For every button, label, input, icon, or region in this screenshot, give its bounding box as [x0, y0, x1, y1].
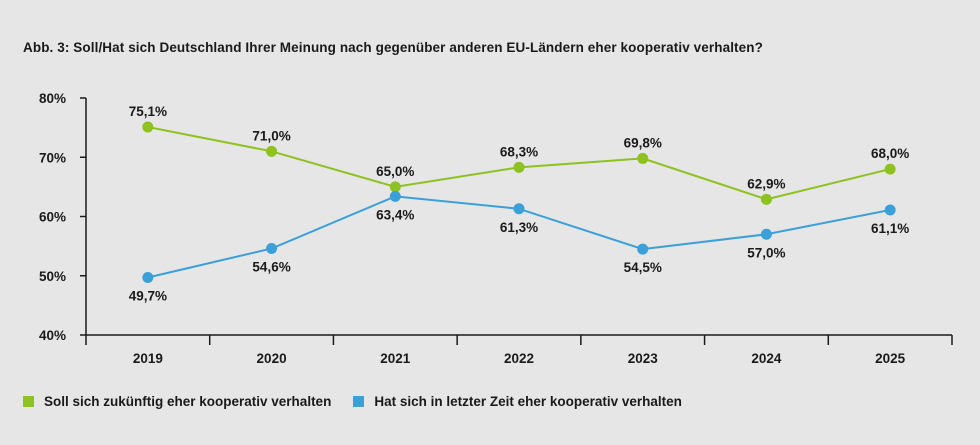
y-tick-label: 70%	[39, 150, 66, 165]
data-label-0: 68,3%	[500, 144, 538, 159]
legend-swatch-hat	[353, 396, 365, 407]
data-label-1: 63,4%	[376, 207, 414, 222]
data-point-1	[884, 204, 896, 216]
x-tick-label: 2019	[133, 351, 163, 366]
data-label-0: 65,0%	[376, 164, 414, 179]
legend-item-soll: Soll sich zukünftig eher kooperativ verh…	[23, 394, 331, 409]
x-tick-label: 2020	[257, 351, 287, 366]
x-tick-label: 2022	[504, 351, 534, 366]
data-point-0	[884, 163, 896, 175]
x-tick-label: 2023	[628, 351, 659, 366]
data-point-0	[513, 161, 525, 173]
data-label-1: 54,6%	[252, 259, 290, 274]
data-point-0	[142, 121, 154, 133]
data-label-1: 49,7%	[129, 289, 167, 304]
x-tick-label: 2025	[875, 351, 906, 366]
data-label-0: 69,8%	[624, 135, 662, 150]
data-label-0: 75,1%	[129, 104, 167, 119]
legend: Soll sich zukünftig eher kooperativ verh…	[23, 394, 704, 409]
data-point-1	[513, 203, 525, 215]
y-tick-label: 50%	[39, 269, 66, 284]
y-tick-label: 60%	[39, 210, 66, 225]
data-point-1	[266, 242, 278, 254]
data-label-1: 57,0%	[747, 245, 785, 260]
data-point-1	[389, 190, 401, 202]
data-label-0: 71,0%	[252, 128, 290, 143]
data-point-0	[760, 193, 772, 205]
data-point-0	[266, 145, 278, 157]
data-label-1: 61,1%	[871, 221, 909, 236]
data-point-0	[389, 181, 401, 193]
y-tick-label: 40%	[39, 328, 66, 343]
data-point-0	[637, 152, 649, 164]
data-label-1: 61,3%	[500, 220, 538, 235]
legend-label-soll: Soll sich zukünftig eher kooperativ verh…	[44, 394, 332, 409]
data-label-0: 62,9%	[747, 176, 785, 191]
x-tick-label: 2024	[751, 351, 782, 366]
chart-title: Abb. 3: Soll/Hat sich Deutschland Ihrer …	[23, 40, 763, 55]
legend-item-hat: Hat sich in letzter Zeit eher kooperativ…	[353, 394, 682, 409]
legend-label-hat: Hat sich in letzter Zeit eher kooperativ…	[374, 394, 682, 409]
legend-swatch-soll	[23, 396, 34, 407]
data-label-0: 68,0%	[871, 146, 909, 161]
data-point-1	[142, 272, 154, 284]
x-tick-label: 2021	[380, 351, 411, 366]
data-label-1: 54,5%	[624, 260, 662, 275]
y-tick-label: 80%	[39, 91, 66, 106]
data-point-1	[637, 243, 649, 255]
data-point-1	[760, 228, 772, 240]
